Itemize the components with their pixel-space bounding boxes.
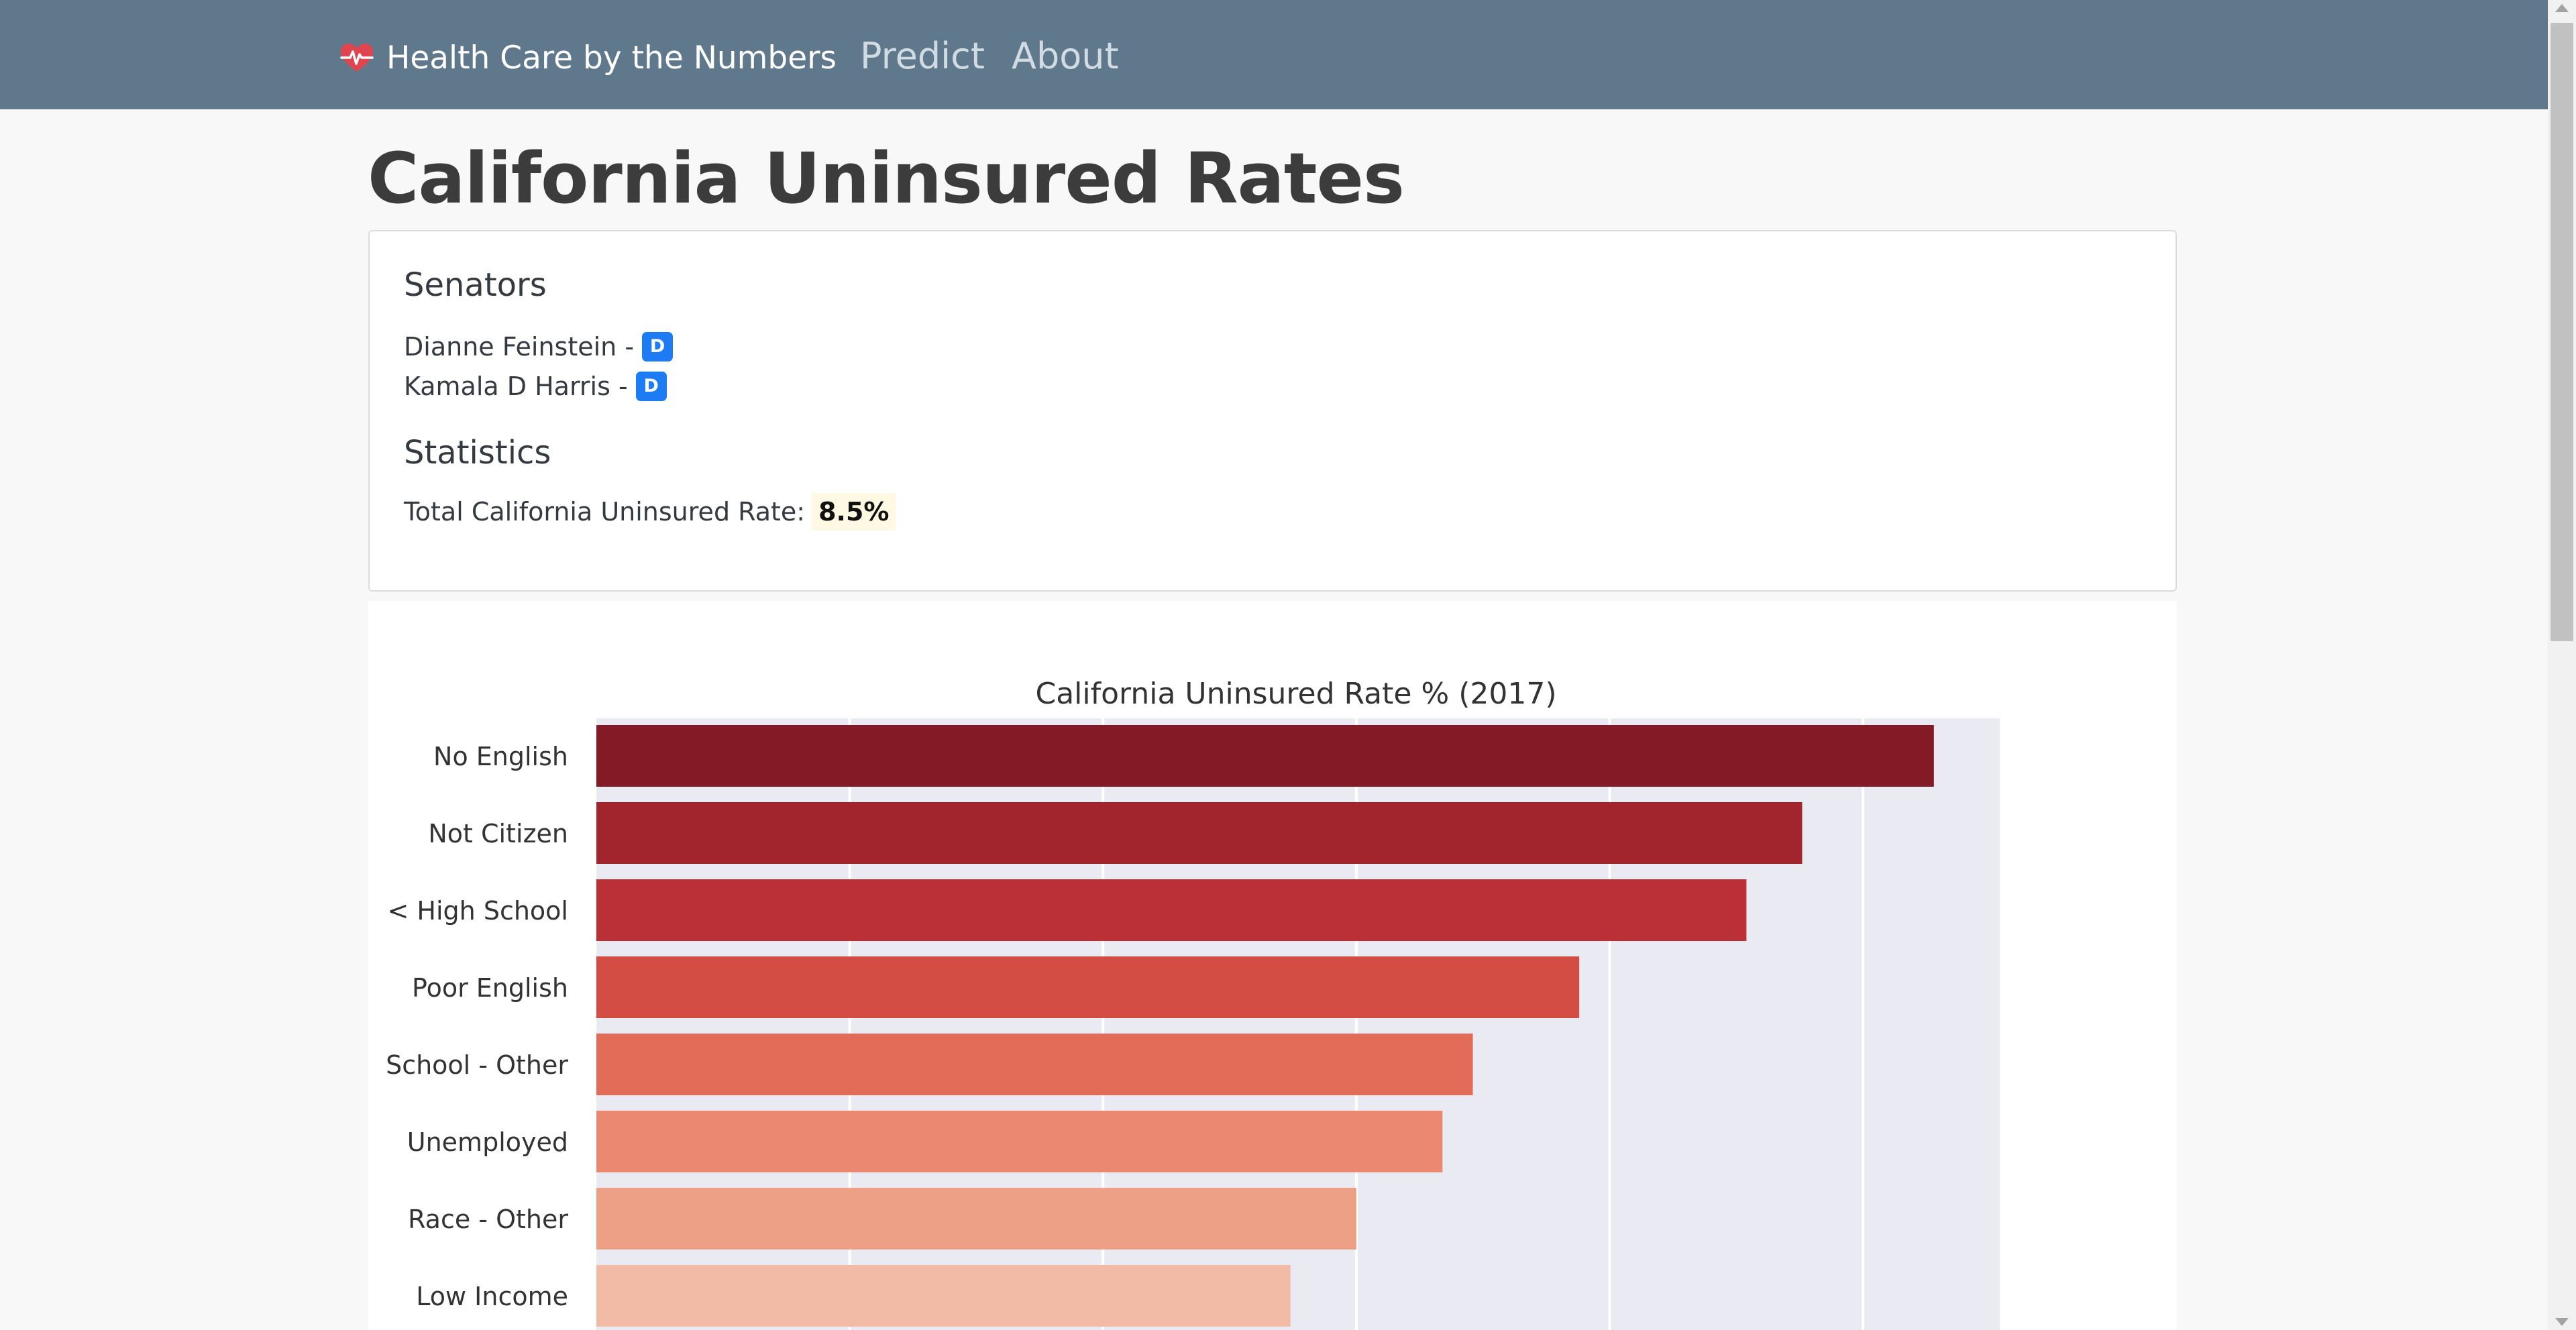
page-title: California Uninsured Rates — [368, 137, 1405, 219]
category-label: < High School — [388, 896, 569, 926]
senator-item: Dianne Feinstein - D — [404, 332, 674, 362]
senator-item: Kamala D Harris - D — [404, 372, 667, 401]
senator-name: Kamala D Harris - — [404, 372, 628, 401]
uninsured-rate-chart: California Uninsured Rate % (2017) No En… — [386, 677, 2000, 1330]
chart-title: California Uninsured Rate % (2017) — [1035, 677, 1556, 711]
chart-bar — [596, 1265, 1291, 1327]
senator-name: Dianne Feinstein - — [404, 332, 635, 362]
scroll-up-arrow-icon[interactable] — [2555, 4, 2569, 12]
total-uninsured-rate: Total California Uninsured Rate: 8.5% — [404, 493, 896, 531]
brand-text: Health Care by the Numbers — [386, 39, 837, 76]
total-rate-value: 8.5% — [812, 493, 896, 531]
category-label: Not Citizen — [428, 819, 568, 848]
category-label: Race - Other — [408, 1205, 568, 1234]
category-label: Unemployed — [407, 1127, 568, 1157]
chart-bar — [596, 802, 1803, 864]
brand-link[interactable]: Health Care by the Numbers — [339, 38, 837, 78]
heart-pulse-icon — [340, 44, 374, 72]
top-navbar: Health Care by the Numbers Predict About — [0, 0, 2548, 109]
party-badge: D — [642, 332, 674, 362]
scroll-down-arrow-icon[interactable] — [2555, 1318, 2569, 1326]
category-label: School - Other — [386, 1050, 568, 1080]
senators-heading: Senators — [404, 266, 547, 304]
chart-bar — [596, 1188, 1356, 1250]
nav-links: Predict About — [860, 35, 1119, 77]
party-badge: D — [635, 372, 667, 401]
chart-bar — [596, 879, 1747, 941]
chart-bar — [596, 1111, 1443, 1172]
vertical-scrollbar[interactable] — [2548, 0, 2576, 1330]
chart-bar — [596, 1034, 1473, 1095]
statistics-heading: Statistics — [404, 434, 551, 472]
chart-panel: California Uninsured Rate % (2017) No En… — [368, 601, 2177, 1330]
nav-link-about[interactable]: About — [1012, 35, 1119, 77]
scrollbar-thumb[interactable] — [2551, 23, 2573, 641]
category-label: Low Income — [416, 1282, 568, 1311]
info-card: Senators Dianne Feinstein - D Kamala D H… — [368, 230, 2177, 592]
nav-link-predict[interactable]: Predict — [860, 35, 985, 77]
category-label: No English — [433, 742, 568, 771]
chart-bar — [596, 725, 1934, 787]
category-label: Poor English — [412, 973, 568, 1003]
chart-bar — [596, 956, 1580, 1018]
total-rate-label: Total California Uninsured Rate: — [404, 497, 806, 527]
